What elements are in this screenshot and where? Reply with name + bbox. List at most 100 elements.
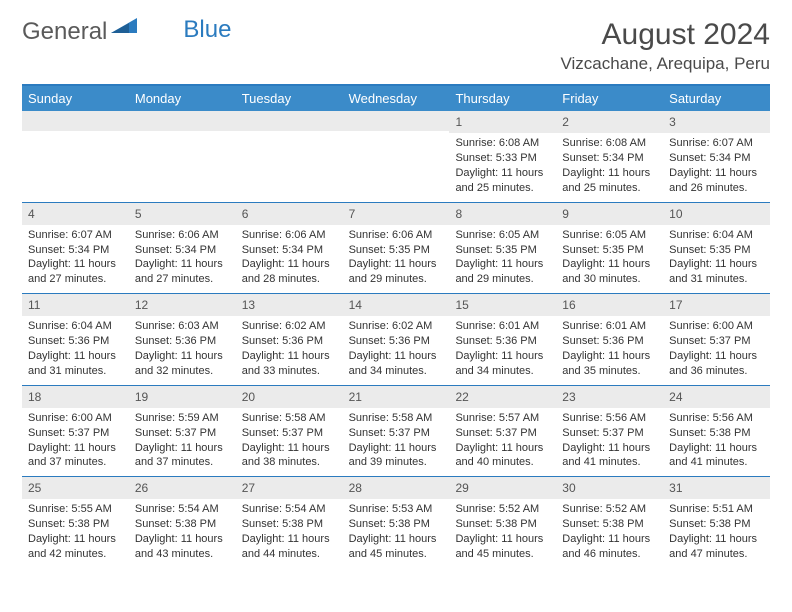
day-number: 24	[663, 386, 770, 408]
daylight-text: Daylight: 11 hours and 44 minutes.	[242, 532, 337, 562]
sunset-text: Sunset: 5:34 PM	[242, 243, 337, 258]
day-number: 17	[663, 294, 770, 316]
sunset-text: Sunset: 5:36 PM	[349, 334, 444, 349]
day-number	[22, 111, 129, 131]
day-number	[343, 111, 450, 131]
day-number: 11	[22, 294, 129, 316]
daylight-text: Daylight: 11 hours and 40 minutes.	[455, 441, 550, 471]
sunset-text: Sunset: 5:36 PM	[28, 334, 123, 349]
daylight-text: Daylight: 11 hours and 41 minutes.	[669, 441, 764, 471]
sunset-text: Sunset: 5:37 PM	[135, 426, 230, 441]
week-row: 4Sunrise: 6:07 AMSunset: 5:34 PMDaylight…	[22, 202, 770, 294]
day-cell: 8Sunrise: 6:05 AMSunset: 5:35 PMDaylight…	[449, 203, 556, 294]
day-body: Sunrise: 5:58 AMSunset: 5:37 PMDaylight:…	[236, 408, 343, 476]
sunrise-text: Sunrise: 5:52 AM	[562, 502, 657, 517]
sunset-text: Sunset: 5:36 PM	[455, 334, 550, 349]
week-row: 1Sunrise: 6:08 AMSunset: 5:33 PMDaylight…	[22, 111, 770, 202]
sunrise-text: Sunrise: 6:01 AM	[562, 319, 657, 334]
sunset-text: Sunset: 5:36 PM	[562, 334, 657, 349]
day-body: Sunrise: 5:55 AMSunset: 5:38 PMDaylight:…	[22, 499, 129, 567]
dow-thursday: Thursday	[449, 86, 556, 111]
day-number: 20	[236, 386, 343, 408]
day-number: 19	[129, 386, 236, 408]
sunrise-text: Sunrise: 5:54 AM	[135, 502, 230, 517]
week-row: 11Sunrise: 6:04 AMSunset: 5:36 PMDayligh…	[22, 293, 770, 385]
day-cell: 31Sunrise: 5:51 AMSunset: 5:38 PMDayligh…	[663, 477, 770, 568]
sunrise-text: Sunrise: 5:58 AM	[242, 411, 337, 426]
sunset-text: Sunset: 5:34 PM	[669, 151, 764, 166]
location-text: Vizcachane, Arequipa, Peru	[561, 54, 771, 74]
sunset-text: Sunset: 5:38 PM	[242, 517, 337, 532]
day-number: 13	[236, 294, 343, 316]
day-number: 4	[22, 203, 129, 225]
day-body: Sunrise: 6:07 AMSunset: 5:34 PMDaylight:…	[22, 225, 129, 293]
day-body: Sunrise: 5:53 AMSunset: 5:38 PMDaylight:…	[343, 499, 450, 567]
sunrise-text: Sunrise: 5:58 AM	[349, 411, 444, 426]
logo-text-general: General	[22, 18, 107, 46]
day-cell	[236, 111, 343, 202]
sunset-text: Sunset: 5:37 PM	[349, 426, 444, 441]
day-number: 6	[236, 203, 343, 225]
sunrise-text: Sunrise: 6:07 AM	[669, 136, 764, 151]
day-cell: 29Sunrise: 5:52 AMSunset: 5:38 PMDayligh…	[449, 477, 556, 568]
sunset-text: Sunset: 5:33 PM	[455, 151, 550, 166]
daylight-text: Daylight: 11 hours and 46 minutes.	[562, 532, 657, 562]
day-body: Sunrise: 6:08 AMSunset: 5:33 PMDaylight:…	[449, 133, 556, 201]
day-cell: 7Sunrise: 6:06 AMSunset: 5:35 PMDaylight…	[343, 203, 450, 294]
daylight-text: Daylight: 11 hours and 25 minutes.	[455, 166, 550, 196]
sunrise-text: Sunrise: 5:52 AM	[455, 502, 550, 517]
daylight-text: Daylight: 11 hours and 33 minutes.	[242, 349, 337, 379]
sunset-text: Sunset: 5:34 PM	[135, 243, 230, 258]
day-cell: 19Sunrise: 5:59 AMSunset: 5:37 PMDayligh…	[129, 386, 236, 477]
day-cell: 12Sunrise: 6:03 AMSunset: 5:36 PMDayligh…	[129, 294, 236, 385]
day-number: 31	[663, 477, 770, 499]
sunset-text: Sunset: 5:37 PM	[28, 426, 123, 441]
day-body: Sunrise: 5:52 AMSunset: 5:38 PMDaylight:…	[449, 499, 556, 567]
day-cell: 24Sunrise: 5:56 AMSunset: 5:38 PMDayligh…	[663, 386, 770, 477]
sunset-text: Sunset: 5:38 PM	[562, 517, 657, 532]
day-body: Sunrise: 6:05 AMSunset: 5:35 PMDaylight:…	[556, 225, 663, 293]
sunrise-text: Sunrise: 6:05 AM	[562, 228, 657, 243]
month-title: August 2024	[561, 18, 771, 52]
day-number: 26	[129, 477, 236, 499]
sunset-text: Sunset: 5:38 PM	[349, 517, 444, 532]
daylight-text: Daylight: 11 hours and 31 minutes.	[28, 349, 123, 379]
day-number: 15	[449, 294, 556, 316]
day-number: 3	[663, 111, 770, 133]
day-cell: 30Sunrise: 5:52 AMSunset: 5:38 PMDayligh…	[556, 477, 663, 568]
day-number: 5	[129, 203, 236, 225]
day-cell: 1Sunrise: 6:08 AMSunset: 5:33 PMDaylight…	[449, 111, 556, 202]
day-cell: 16Sunrise: 6:01 AMSunset: 5:36 PMDayligh…	[556, 294, 663, 385]
day-body: Sunrise: 6:08 AMSunset: 5:34 PMDaylight:…	[556, 133, 663, 201]
daylight-text: Daylight: 11 hours and 25 minutes.	[562, 166, 657, 196]
logo-triangle-icon	[111, 12, 137, 40]
day-number: 22	[449, 386, 556, 408]
week-row: 18Sunrise: 6:00 AMSunset: 5:37 PMDayligh…	[22, 385, 770, 477]
day-cell	[129, 111, 236, 202]
day-body: Sunrise: 5:58 AMSunset: 5:37 PMDaylight:…	[343, 408, 450, 476]
daylight-text: Daylight: 11 hours and 35 minutes.	[562, 349, 657, 379]
day-number: 23	[556, 386, 663, 408]
day-body: Sunrise: 5:56 AMSunset: 5:37 PMDaylight:…	[556, 408, 663, 476]
day-cell: 11Sunrise: 6:04 AMSunset: 5:36 PMDayligh…	[22, 294, 129, 385]
sunrise-text: Sunrise: 5:57 AM	[455, 411, 550, 426]
daylight-text: Daylight: 11 hours and 36 minutes.	[669, 349, 764, 379]
day-number: 12	[129, 294, 236, 316]
day-cell: 23Sunrise: 5:56 AMSunset: 5:37 PMDayligh…	[556, 386, 663, 477]
logo: General Blue	[22, 18, 231, 46]
day-body: Sunrise: 6:05 AMSunset: 5:35 PMDaylight:…	[449, 225, 556, 293]
day-cell	[343, 111, 450, 202]
day-body: Sunrise: 6:02 AMSunset: 5:36 PMDaylight:…	[343, 316, 450, 384]
dow-tuesday: Tuesday	[236, 86, 343, 111]
day-number: 28	[343, 477, 450, 499]
day-number: 21	[343, 386, 450, 408]
day-cell: 27Sunrise: 5:54 AMSunset: 5:38 PMDayligh…	[236, 477, 343, 568]
day-number: 7	[343, 203, 450, 225]
day-number: 18	[22, 386, 129, 408]
day-body: Sunrise: 6:06 AMSunset: 5:34 PMDaylight:…	[129, 225, 236, 293]
title-block: August 2024 Vizcachane, Arequipa, Peru	[561, 18, 771, 74]
day-body: Sunrise: 6:02 AMSunset: 5:36 PMDaylight:…	[236, 316, 343, 384]
sunrise-text: Sunrise: 5:56 AM	[562, 411, 657, 426]
daylight-text: Daylight: 11 hours and 41 minutes.	[562, 441, 657, 471]
daylight-text: Daylight: 11 hours and 39 minutes.	[349, 441, 444, 471]
